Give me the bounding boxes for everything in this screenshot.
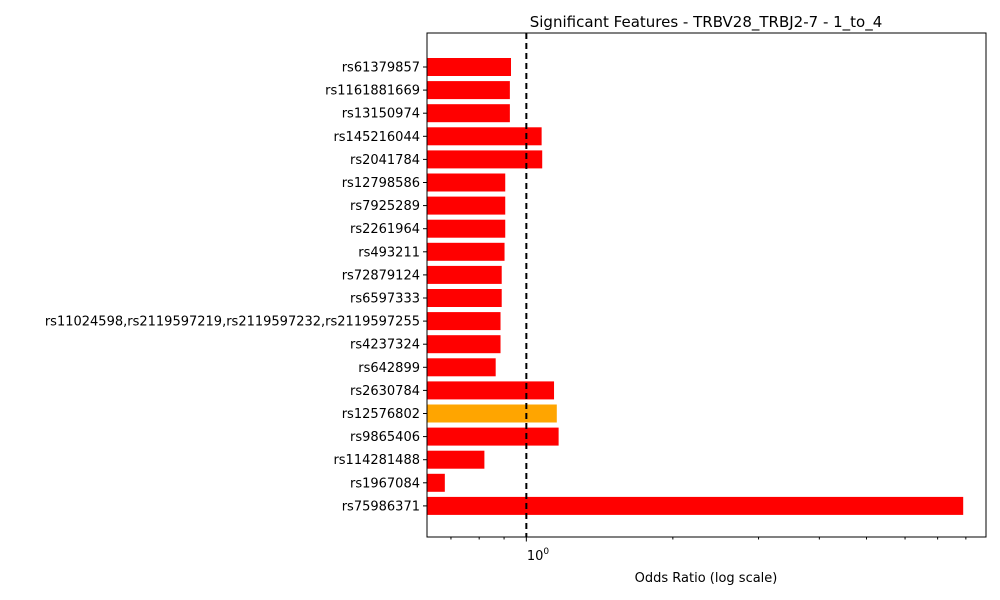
bar-1 xyxy=(427,58,512,76)
bar-3 xyxy=(427,104,510,123)
bar-10 xyxy=(427,265,502,284)
bar-11 xyxy=(427,289,502,307)
y-tick-label: rs75986371 xyxy=(342,499,420,514)
y-tick-labels: rs61379857 rs1161881669 rs13150974 rs145216… xyxy=(45,61,427,514)
y-tick-label: rs642899 xyxy=(358,361,420,376)
bar-17 xyxy=(427,427,559,446)
bar-4 xyxy=(427,127,542,146)
y-tick-label: rs2630784 xyxy=(350,384,420,399)
y-tick-label: rs114281488 xyxy=(333,453,420,468)
y-tick-label: rs12576802 xyxy=(342,407,420,422)
y-tick-label: rs4237324 xyxy=(350,338,420,353)
y-tick-label: rs11024598,rs2119597219,rs2119597232,rs2… xyxy=(45,315,420,330)
y-tick-label: rs61379857 xyxy=(342,61,420,76)
bar-7 xyxy=(427,196,506,215)
bar-12 xyxy=(427,312,501,331)
x-tick-label-1: 100 xyxy=(527,547,550,564)
bar-20 xyxy=(427,496,964,515)
y-tick-label: rs1967084 xyxy=(350,476,420,491)
bar-16 xyxy=(427,404,557,423)
bar-6 xyxy=(427,173,506,192)
bar-9 xyxy=(427,242,505,261)
bar-5 xyxy=(427,150,543,169)
bar-15 xyxy=(427,381,555,400)
y-tick-label: rs145216044 xyxy=(333,130,420,145)
bar-2 xyxy=(427,81,510,100)
bar-14 xyxy=(427,358,496,377)
y-tick-label: rs13150974 xyxy=(342,107,420,122)
bars-group xyxy=(427,58,964,515)
y-tick-label: rs6597333 xyxy=(350,292,420,307)
x-ticks xyxy=(450,537,967,542)
plot-frame xyxy=(426,32,987,538)
y-tick-label: rs2041784 xyxy=(350,153,420,168)
y-tick-label: rs12798586 xyxy=(342,176,420,191)
y-tick-label: rs493211 xyxy=(358,245,420,260)
bar-18 xyxy=(427,450,485,469)
bar-8 xyxy=(427,219,506,238)
bar-19 xyxy=(427,473,445,492)
x-axis-label: Odds Ratio (log scale) xyxy=(635,571,778,586)
y-tick-label: rs7925289 xyxy=(350,199,420,214)
bar-13 xyxy=(427,335,501,354)
x-tick-label-base: 10 xyxy=(527,549,544,564)
y-tick-label: rs9865406 xyxy=(350,430,420,445)
chart-title: Significant Features - TRBV28_TRBJ2-7 - … xyxy=(530,13,883,32)
y-tick-label: rs1161881669 xyxy=(325,84,420,99)
y-tick-label: rs2261964 xyxy=(350,222,420,237)
x-tick-label-exponent: 0 xyxy=(543,547,549,557)
y-tick-label: rs72879124 xyxy=(342,268,420,283)
